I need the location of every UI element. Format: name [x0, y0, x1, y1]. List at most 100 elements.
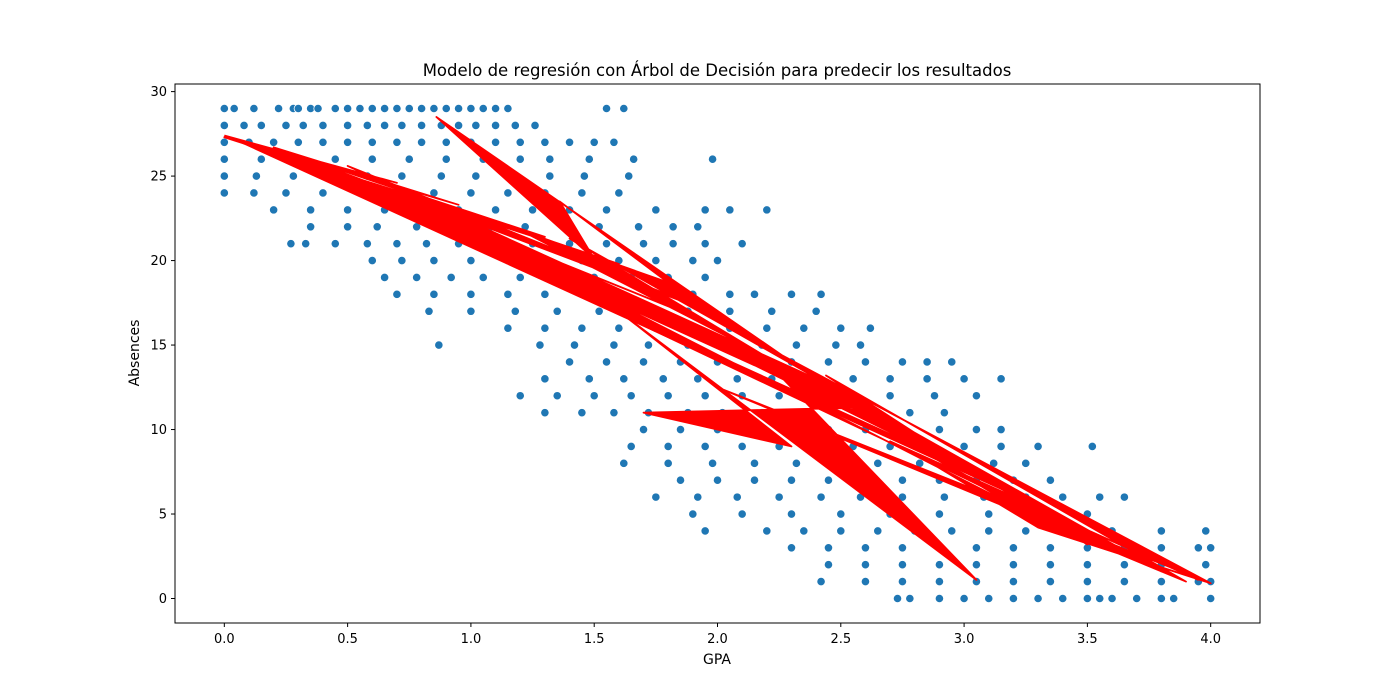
scatter-point — [478, 272, 488, 283]
scatter-point — [836, 509, 846, 519]
scatter-point — [823, 560, 834, 570]
scatter-point — [273, 103, 284, 114]
scatter-point — [527, 205, 538, 215]
scatter-point — [848, 374, 858, 384]
scatter-point — [269, 137, 279, 147]
scatter-point — [1132, 593, 1142, 604]
scatter-point — [624, 171, 634, 181]
scatter-point — [1045, 543, 1056, 553]
scatter-point — [929, 391, 940, 401]
scatter-point — [219, 188, 229, 198]
scatter-point — [219, 103, 229, 114]
scatter-point — [286, 239, 296, 249]
scatter-point — [749, 475, 760, 485]
scatter-point — [313, 103, 323, 114]
scatter-point — [934, 509, 945, 519]
scatter-point — [786, 289, 797, 299]
chart-title: Modelo de regresión con Árbol de Decisió… — [423, 61, 1012, 80]
scatter-point — [569, 340, 580, 350]
scatter-point — [397, 120, 407, 131]
scatter-point — [626, 441, 636, 452]
x-axis: 0.0 0.5 1.0 1.5 2.0 2.5 3.0 3.5 4.0 — [214, 623, 1221, 647]
scatter-point — [1021, 526, 1031, 536]
scatter-point — [453, 120, 464, 131]
x-tick-label: 2.0 — [707, 632, 728, 647]
scatter-point — [412, 272, 422, 283]
scatter-point — [471, 120, 481, 131]
scatter-point — [540, 408, 550, 418]
scatter-point — [379, 272, 390, 283]
scatter-point — [971, 576, 982, 587]
scatter-point — [281, 120, 291, 131]
scatter-point — [947, 526, 957, 536]
scatter-point — [269, 205, 279, 215]
scatter-point — [397, 255, 407, 266]
x-tick-label: 2.5 — [830, 632, 851, 647]
scatter-point — [256, 120, 266, 131]
scatter-point — [577, 323, 587, 333]
scatter-point — [609, 137, 619, 147]
scatter-point — [905, 408, 915, 418]
scatter-point — [343, 120, 353, 131]
scatter-point — [1045, 475, 1056, 485]
scatter-point — [996, 374, 1006, 384]
scatter-point — [897, 357, 908, 367]
scatter-point — [343, 222, 353, 232]
x-tick-label: 1.0 — [461, 632, 482, 647]
scatter-point — [436, 171, 446, 181]
scatter-point — [429, 103, 439, 114]
scatter-point — [860, 576, 871, 587]
scatter-point — [700, 526, 710, 536]
scatter-point — [1156, 543, 1166, 553]
scatter-point — [503, 289, 513, 299]
scatter-point — [601, 205, 612, 215]
scatter-point — [471, 171, 481, 181]
scatter-point — [540, 323, 550, 333]
scatter-point — [1156, 526, 1166, 536]
scatter-point — [922, 374, 932, 384]
scatter-point — [811, 306, 821, 316]
scatter-point — [404, 103, 414, 114]
scatter-point — [638, 357, 649, 367]
scatter-point — [293, 103, 303, 114]
scatter-point — [939, 408, 949, 418]
scatter-point — [367, 137, 377, 147]
scatter-point — [441, 154, 451, 164]
scatter-point — [609, 408, 619, 418]
scatter-point — [905, 593, 915, 604]
scatter-point — [1033, 441, 1043, 452]
scatter-point — [1058, 593, 1068, 604]
scatter-point — [330, 239, 340, 249]
y-axis-label: Absences — [127, 320, 143, 387]
scatter-point — [786, 475, 797, 485]
scatter-point — [564, 137, 575, 147]
scatter-point — [1201, 560, 1211, 570]
scatter-point — [693, 492, 703, 502]
scatter-point — [1095, 593, 1105, 604]
scatter-point — [700, 391, 710, 401]
scatter-point — [831, 340, 841, 350]
scatter-point — [367, 255, 377, 266]
scatter-point — [503, 188, 513, 198]
y-tick-label: 15 — [150, 339, 167, 354]
scatter-point — [700, 272, 710, 283]
scatter-point — [860, 560, 871, 570]
scatter-point — [306, 222, 316, 232]
scatter-point — [577, 408, 587, 418]
scatter-point — [922, 357, 932, 367]
scatter-point — [836, 323, 846, 333]
scatter-point — [466, 188, 476, 198]
scatter-point — [490, 205, 501, 215]
scatter-point — [934, 593, 945, 604]
scatter-point — [638, 424, 649, 435]
scatter-point — [959, 593, 969, 604]
scatter-point — [614, 323, 624, 333]
scatter-point — [725, 205, 735, 215]
scatter-point — [959, 374, 969, 384]
scatter-point — [873, 458, 883, 468]
scatter-point — [947, 357, 957, 367]
scatter-point — [330, 103, 340, 114]
scatter-point — [601, 239, 612, 249]
scatter-point — [816, 289, 826, 299]
scatter-point — [552, 391, 562, 401]
